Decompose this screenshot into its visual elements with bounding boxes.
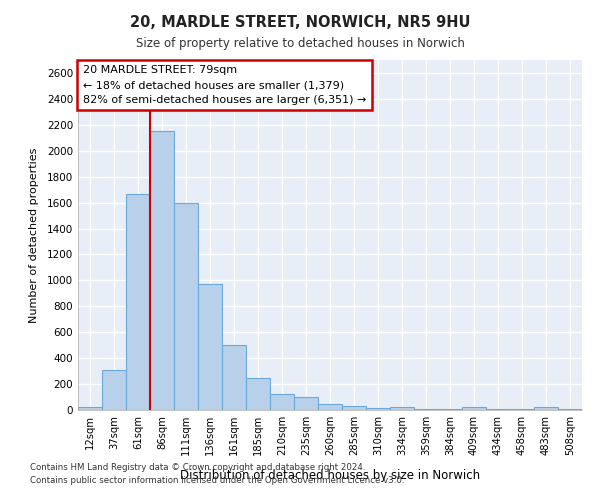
Bar bbox=[414, 408, 438, 410]
Bar bbox=[222, 345, 246, 410]
Bar bbox=[294, 397, 318, 410]
Text: Contains HM Land Registry data © Crown copyright and database right 2024.: Contains HM Land Registry data © Crown c… bbox=[30, 464, 365, 472]
Text: 20, MARDLE STREET, NORWICH, NR5 9HU: 20, MARDLE STREET, NORWICH, NR5 9HU bbox=[130, 15, 470, 30]
Bar bbox=[150, 132, 174, 410]
Y-axis label: Number of detached properties: Number of detached properties bbox=[29, 148, 38, 322]
Bar bbox=[78, 408, 102, 410]
Text: 20 MARDLE STREET: 79sqm
← 18% of detached houses are smaller (1,379)
82% of semi: 20 MARDLE STREET: 79sqm ← 18% of detache… bbox=[83, 66, 367, 105]
Bar bbox=[342, 406, 366, 410]
Bar bbox=[246, 378, 270, 410]
Text: Contains public sector information licensed under the Open Government Licence v3: Contains public sector information licen… bbox=[30, 476, 404, 485]
X-axis label: Distribution of detached houses by size in Norwich: Distribution of detached houses by size … bbox=[180, 469, 480, 482]
Bar bbox=[462, 408, 486, 410]
Bar bbox=[174, 202, 198, 410]
Bar bbox=[198, 284, 222, 410]
Bar bbox=[102, 370, 126, 410]
Bar bbox=[318, 404, 342, 410]
Bar bbox=[270, 394, 294, 410]
Bar bbox=[126, 194, 150, 410]
Bar bbox=[366, 408, 390, 410]
Bar bbox=[390, 408, 414, 410]
Text: Size of property relative to detached houses in Norwich: Size of property relative to detached ho… bbox=[136, 38, 464, 51]
Bar bbox=[534, 407, 558, 410]
